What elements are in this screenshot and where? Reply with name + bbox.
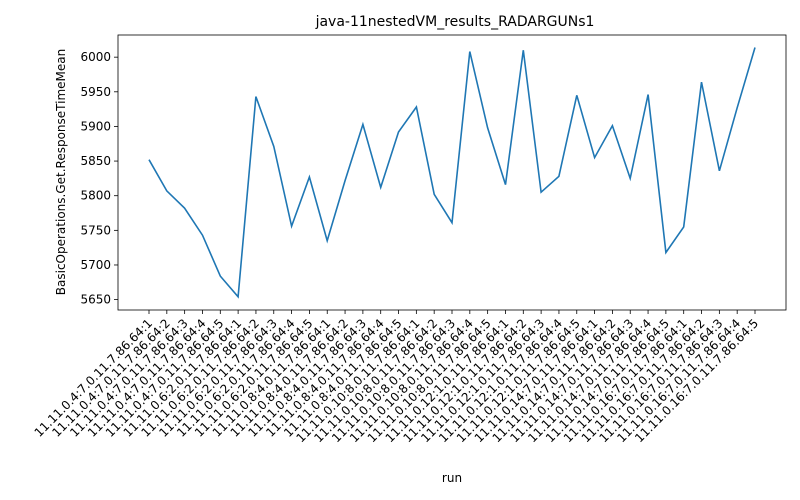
y-axis: 5650 5700 5750 5800 5850 5900 5950 6000 [80,50,118,307]
y-tick-label: 6000 [80,50,111,64]
x-axis: 11.11.0.4:7.0.11.7.86.64:111.11.0.4:7.0.… [32,310,761,445]
y-tick-label: 5900 [80,119,111,133]
chart-title: java-11nestedVM_results_RADARGUNs1 [315,14,595,30]
x-axis-label: run [442,471,462,485]
y-tick-label: 5650 [80,293,111,307]
y-axis-label: BasicOperations.Get.ResponseTimeMean [54,49,68,295]
y-tick-label: 5750 [80,223,111,237]
y-tick-label: 5850 [80,154,111,168]
y-tick-label: 5800 [80,189,111,203]
plot-area-frame [117,34,787,311]
y-tick-label: 5950 [80,85,111,99]
y-tick-label: 5700 [80,258,111,272]
data-points [148,47,756,297]
series-line [148,47,756,299]
